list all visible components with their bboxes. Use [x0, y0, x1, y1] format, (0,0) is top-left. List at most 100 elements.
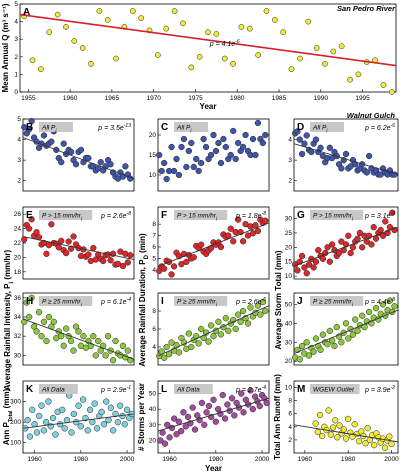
y-tick-label: 5 [17, 116, 21, 123]
data-point [188, 343, 195, 351]
y-tick-label: 1 [14, 71, 18, 78]
data-point [319, 331, 327, 338]
data-point [102, 352, 109, 359]
data-point [257, 311, 264, 318]
regression-line [293, 309, 399, 355]
data-point [40, 427, 47, 434]
data-point [185, 330, 192, 337]
data-point [227, 225, 234, 232]
data-point [354, 235, 361, 242]
data-point [239, 238, 247, 245]
data-point [312, 335, 320, 342]
data-point [377, 226, 384, 234]
panel-letter: B [26, 122, 33, 133]
data-point [372, 235, 380, 242]
data-point [259, 298, 266, 306]
data-point [121, 421, 128, 428]
y-tick-label: 22 [14, 240, 22, 247]
data-point [338, 43, 345, 50]
p-value: p = 2.7e-4 [235, 385, 266, 394]
data-point [163, 175, 170, 183]
data-point [235, 216, 242, 223]
data-point [331, 342, 338, 350]
data-point [175, 349, 183, 356]
data-point [164, 421, 171, 428]
data-point [28, 294, 35, 301]
data-point [70, 233, 77, 240]
data-point [325, 407, 332, 414]
data-point [244, 320, 252, 327]
y-tick-label: 20 [14, 254, 22, 261]
data-point [298, 252, 306, 260]
data-point [33, 328, 40, 335]
y-tick-label: 10 [149, 172, 157, 179]
data-point [386, 297, 394, 304]
data-point [67, 148, 75, 156]
data-point [342, 320, 350, 327]
y-tick-label: 20 [285, 358, 293, 365]
y-tick-label: 6 [152, 244, 156, 251]
data-point [362, 440, 369, 447]
data-point [38, 333, 45, 340]
data-point [313, 45, 320, 51]
data-point [170, 263, 178, 270]
x-tick-label: 1980 [230, 95, 245, 102]
data-point [212, 418, 219, 425]
tag-box [39, 122, 73, 132]
data-point [342, 150, 350, 158]
data-point [317, 144, 324, 151]
data-point [326, 327, 333, 335]
panel-b: 2 3 4 5B All Pi p = 3.5e-13 [17, 116, 135, 192]
data-point [161, 440, 169, 447]
tag-label: All Pi [41, 125, 57, 135]
x-tick-label: 1985 [272, 95, 287, 102]
data-point [24, 416, 31, 424]
data-point [345, 335, 352, 342]
data-point [45, 313, 53, 321]
data-point [352, 316, 359, 323]
data-point [33, 429, 41, 436]
data-point [180, 409, 187, 416]
data-point [356, 229, 364, 237]
data-point [222, 315, 229, 322]
data-point [127, 252, 134, 259]
gulch-title: Walnut Gulch [347, 111, 396, 120]
data-point [80, 333, 87, 340]
tag-label: All Pi [312, 125, 328, 135]
data-point [388, 440, 395, 447]
data-point [68, 429, 75, 436]
tag-label: All Pi [176, 125, 192, 135]
data-point [63, 325, 70, 332]
data-point [158, 167, 165, 175]
y-tick-label: 4 [152, 267, 156, 274]
data-point [297, 55, 303, 62]
p-value: p = 3.9e-2 [364, 385, 395, 394]
data-point [324, 341, 331, 348]
panel-letter: G [297, 210, 305, 221]
data-point [184, 413, 192, 421]
y-tick-label: 20 [285, 244, 293, 251]
data-point [91, 400, 98, 407]
data-point [70, 347, 77, 354]
data-point [363, 169, 370, 176]
data-point [205, 29, 211, 36]
panel-letter: J [297, 296, 303, 307]
data-point [46, 29, 53, 36]
y-tick-label: 6 [152, 326, 156, 333]
data-point [61, 425, 68, 432]
data-point [298, 342, 306, 350]
data-point [45, 398, 52, 405]
data-point [185, 147, 192, 155]
tag-label: P ≥ 25 mm/hri [177, 299, 218, 309]
p-value: p = 4.1e-6 [209, 39, 240, 48]
y-tick-label: 5 [152, 255, 156, 262]
data-point [326, 258, 333, 265]
data-point [138, 15, 145, 21]
y-tick-label: 200 [10, 419, 21, 426]
x-axis-label: Year [205, 464, 222, 473]
data-point [310, 348, 317, 355]
y-tick-label: 6 [288, 411, 292, 418]
p-value: p = 3.1e-9 [364, 211, 395, 220]
data-point [124, 259, 131, 266]
